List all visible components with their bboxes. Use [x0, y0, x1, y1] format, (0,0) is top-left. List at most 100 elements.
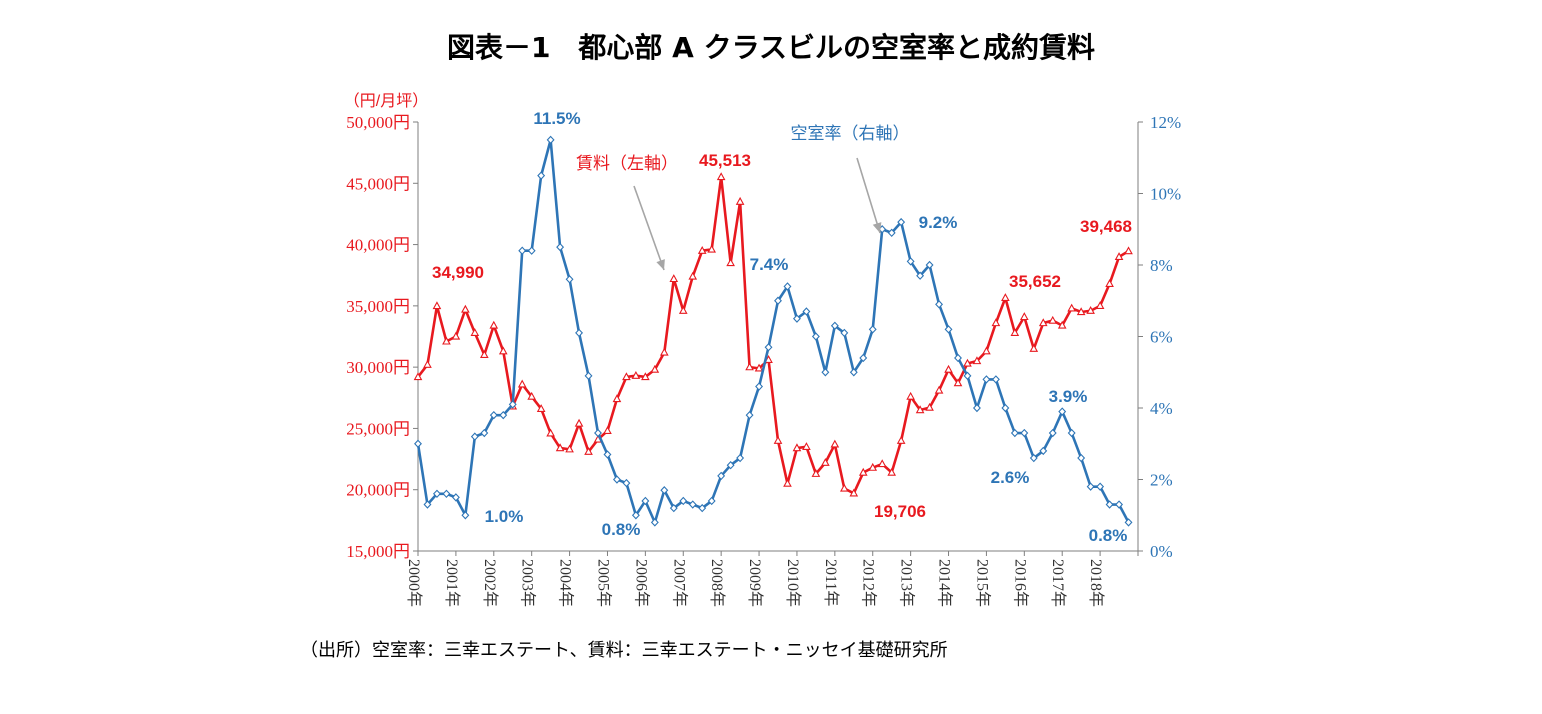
source-note: （出所）空室率：三幸エステート、賃料：三幸エステート・ニッセイ基礎研究所	[300, 640, 948, 661]
left-axis-tick-label: 50,000円	[346, 113, 410, 132]
rent-data-point	[783, 478, 792, 487]
vacancy-data-point	[1048, 428, 1057, 438]
rent-data-point	[915, 405, 925, 414]
rent-data-point	[963, 358, 972, 367]
vacancy-data-point	[622, 478, 631, 488]
vacancy-data-point	[660, 486, 669, 495]
vacancy-data-point	[897, 217, 906, 227]
rent-data-point	[953, 378, 963, 387]
x-axis-tick-label: 2002年	[481, 559, 499, 607]
left-axis-tick-label: 40,000円	[346, 236, 410, 255]
x-axis-tick-label: 2009年	[746, 559, 764, 607]
vacancy-data-point	[480, 428, 489, 438]
x-axis-tick-label: 2011年	[822, 559, 840, 606]
rent-data-point	[612, 394, 622, 403]
vacancy-data-point	[594, 428, 602, 438]
rent-data-point	[1076, 307, 1086, 316]
rent-data-point	[887, 467, 897, 476]
rent-data-point	[574, 418, 584, 427]
vacancy-data-point	[565, 275, 574, 284]
vacancy-data-point	[764, 343, 773, 352]
x-axis-tick-label: 2003年	[519, 559, 537, 607]
rent-data-point	[773, 435, 783, 444]
x-axis-tick-label: 2012年	[860, 559, 878, 607]
rent-data-point	[641, 372, 650, 381]
annotation-layer: 34,990 45,513 19,706 35,652 39,468 11.5% 1.0% 0…	[432, 109, 1132, 545]
vacancy-data-point	[849, 368, 858, 377]
axes-layer: 15,000円 20,000円 25,000円 30,000円 35,000円 40,00…	[344, 92, 1181, 607]
vacancy-data-point	[811, 332, 820, 341]
rent-data-point	[716, 172, 726, 181]
vacancy-data-point	[755, 382, 764, 391]
rent-data-point	[1095, 301, 1105, 310]
rent-data-point	[527, 391, 537, 400]
data-label: 1.0%	[485, 507, 524, 526]
series-layer	[413, 135, 1133, 527]
vacancy-data-point	[802, 307, 811, 316]
vacancy-data-point	[916, 271, 925, 280]
rent-data-point	[1001, 293, 1010, 302]
x-axis-tick-label: 2001年	[443, 559, 461, 607]
left-axis-tick-label: 25,000円	[346, 419, 410, 438]
rent-data-point	[1086, 306, 1095, 314]
rent-data-point	[678, 306, 688, 314]
rent-data-point	[896, 435, 906, 444]
vacancy-data-point	[783, 282, 792, 291]
left-axis-tick-label: 15,000円	[346, 542, 410, 561]
right-axis-tick-label: 0%	[1150, 542, 1173, 561]
rent-data-point	[1114, 252, 1124, 260]
vacancy-data-point	[432, 489, 441, 499]
series-callout: 空室率（右軸）	[791, 124, 910, 143]
rent-data-point	[659, 347, 669, 356]
right-axis-tick-label: 8%	[1150, 256, 1173, 275]
series-callout: 賃料（左軸）	[576, 154, 678, 173]
rent-data-point	[934, 385, 944, 394]
vacancy-data-point	[887, 228, 896, 238]
vacancy-data-point	[1001, 403, 1010, 413]
vacancy-data-point	[451, 493, 460, 502]
rent-data-point	[432, 301, 442, 310]
rent-data-point	[877, 459, 887, 468]
left-axis-tick-label: 20,000円	[346, 481, 410, 500]
right-axis-tick-label: 2%	[1150, 471, 1173, 490]
data-label: 19,706	[874, 502, 926, 521]
rent-data-point	[622, 372, 631, 381]
right-axis-tick-label: 12%	[1150, 113, 1181, 132]
vacancy-data-point	[944, 325, 953, 334]
rent-data-point	[631, 370, 641, 379]
vacancy-data-point	[1010, 428, 1019, 438]
vacancy-data-point	[470, 432, 479, 441]
rent-data-point	[413, 372, 423, 381]
rent-data-point	[565, 444, 574, 453]
data-label: 0.8%	[602, 520, 641, 539]
vacancy-data-point	[1067, 428, 1076, 438]
vacancy-data-point	[745, 410, 754, 420]
vacancy-data-point	[1077, 453, 1086, 463]
rent-data-point	[479, 350, 489, 359]
right-axis-tick-label: 10%	[1150, 185, 1181, 204]
vacancy-data-point	[982, 375, 991, 384]
vacancy-data-point	[925, 260, 934, 270]
x-axis-tick-label: 2015年	[973, 559, 991, 607]
x-axis-tick-label: 2008年	[708, 559, 726, 607]
vacancy-data-point	[669, 503, 678, 513]
rent-data-point	[1019, 312, 1029, 321]
callout-arrow	[633, 185, 665, 271]
vacancy-data-point	[575, 328, 584, 338]
vacancy-data-point	[442, 489, 451, 499]
vacancy-data-point	[423, 500, 432, 509]
vacancy-data-point	[906, 257, 915, 266]
rent-data-point	[1067, 303, 1077, 312]
vacancy-data-point	[1105, 500, 1114, 509]
rent-data-point	[669, 274, 679, 283]
x-axis-tick-label: 2004年	[557, 559, 575, 607]
rent-data-point	[603, 426, 612, 435]
vacancy-data-point	[518, 246, 527, 255]
x-axis-tick-label: 2000年	[405, 559, 423, 607]
rent-data-point	[811, 469, 821, 477]
rent-data-point	[849, 488, 859, 497]
vacancy-data-point	[991, 375, 1000, 384]
rent-data-point	[536, 404, 546, 412]
callout-arrowhead	[872, 222, 882, 233]
rent-data-point	[650, 364, 660, 373]
